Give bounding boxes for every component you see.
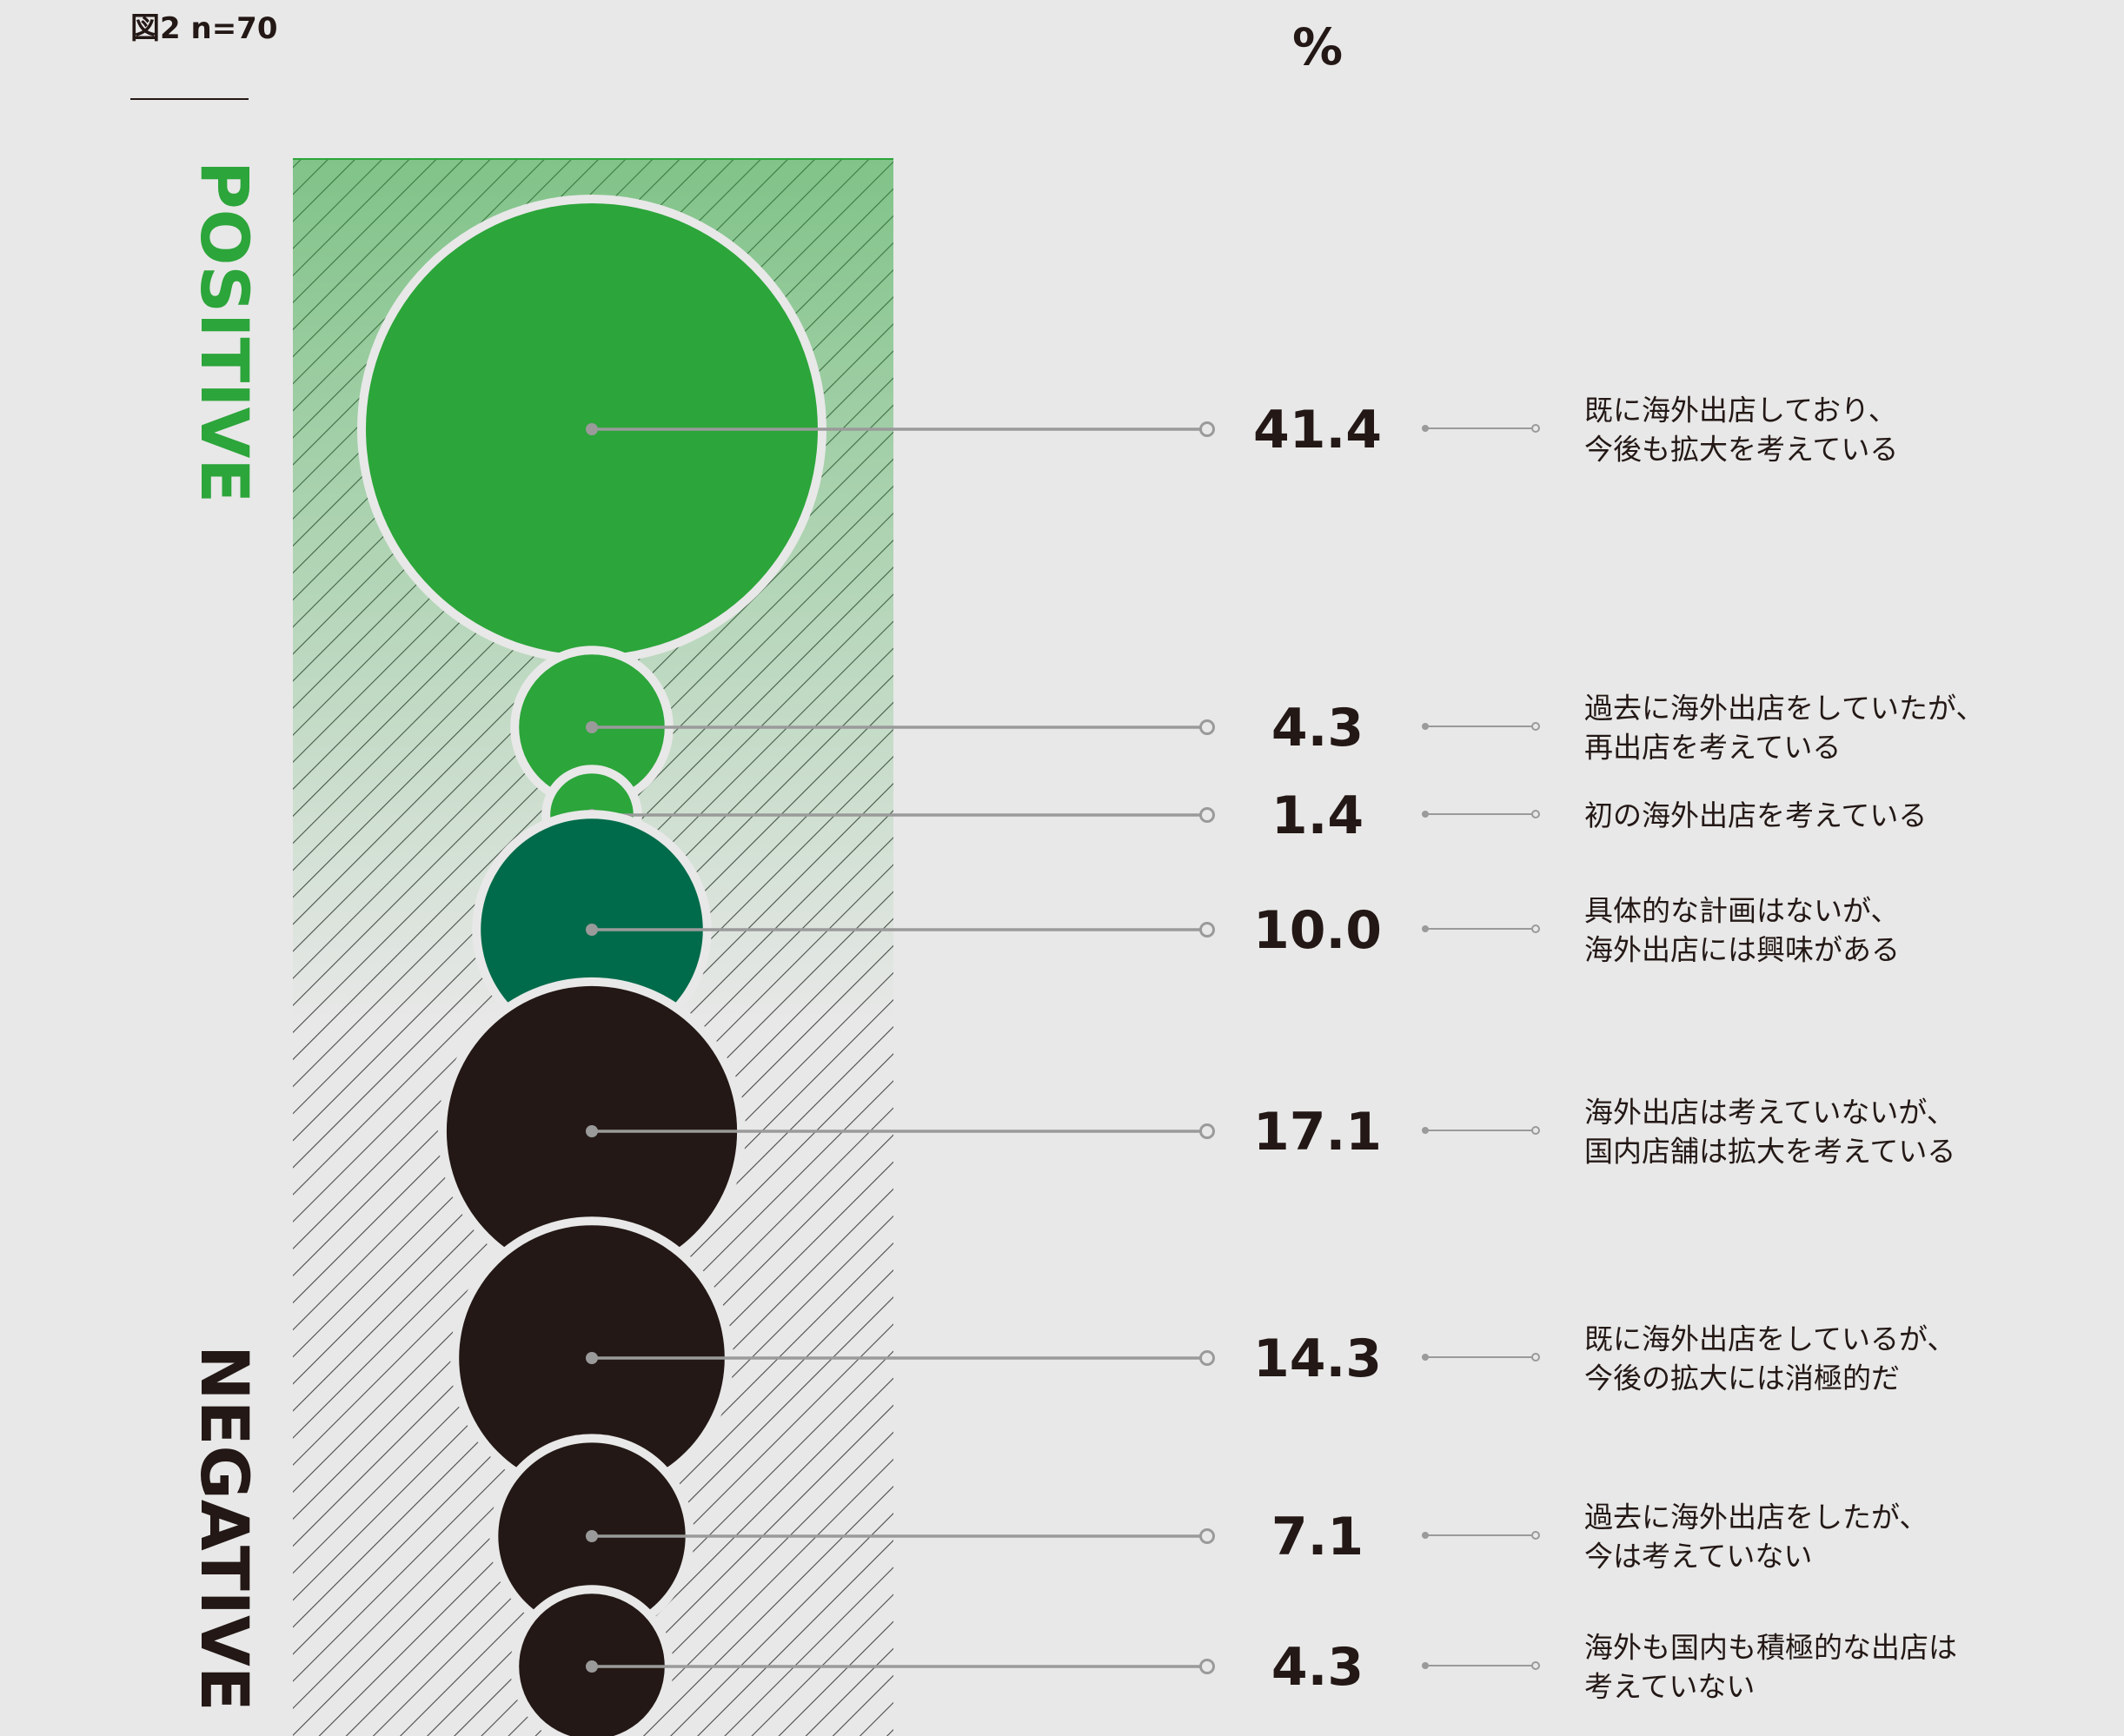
short-connector-ring (1531, 1126, 1540, 1135)
description-label: 既に海外出店しており、 (1584, 394, 1897, 427)
description-label: 具体的な計画はないが、 (1584, 894, 1899, 928)
value-label: 17.1 (1253, 1102, 1382, 1163)
description-label: 今後も拡大を考えている (1584, 433, 1898, 467)
connector-dot (586, 423, 598, 435)
description-label: 海外出店には興味がある (1584, 933, 1900, 967)
description-label: 今は考えていない (1584, 1540, 1812, 1574)
short-connector-ring (1531, 810, 1540, 818)
connector-dot (586, 1530, 598, 1542)
short-connector-ring (1531, 1661, 1540, 1670)
description-label: 国内店舗は拡大を考えている (1584, 1135, 1955, 1169)
chart-marks: 41.4 既に海外出店しており、今後も拡大を考えている 4.3 過去に海外出店をしてい… (357, 195, 1984, 1736)
value-label: 7.1 (1271, 1507, 1364, 1567)
description-label: 初の海外出店を考えている (1584, 798, 1927, 832)
description-label: 海外も国内も積極的な出店は (1584, 1631, 1957, 1665)
negative-group-label: NEGATIVE (186, 1345, 263, 1712)
connector-dot (586, 1125, 598, 1137)
connector-end-ring (1199, 807, 1215, 823)
connector-end-ring (1199, 922, 1215, 938)
description-label: 過去に海外出店をしていたが、 (1584, 692, 1984, 726)
connector-dot (586, 721, 598, 733)
short-connector-ring (1531, 924, 1540, 933)
connector-dot (586, 1660, 598, 1673)
short-connector-ring (1531, 1531, 1540, 1540)
unit-label: % (1292, 17, 1343, 76)
description-label: 再出店を考えている (1584, 731, 1841, 765)
short-connector-ring (1531, 722, 1540, 731)
description-label: 過去に海外出店をしたが、 (1584, 1501, 1928, 1534)
short-connector-ring (1531, 424, 1540, 433)
connector-dot (586, 924, 598, 936)
connector-end-ring (1199, 719, 1215, 735)
value-label: 1.4 (1271, 785, 1364, 846)
positive-group-label: POSITIVE (186, 161, 263, 503)
connector-end-ring (1199, 1528, 1215, 1544)
connector-end-ring (1199, 1350, 1215, 1366)
description-label: 海外出店は考えていないが、 (1584, 1096, 1955, 1130)
value-label: 4.3 (1271, 698, 1364, 759)
connector-end-ring (1199, 1659, 1215, 1674)
connector-dot (586, 1352, 598, 1364)
description-label: 既に海外出店をしているが、 (1584, 1322, 1955, 1356)
short-connector-ring (1531, 1353, 1540, 1362)
value-label: 10.0 (1253, 900, 1382, 961)
value-label: 4.3 (1271, 1637, 1364, 1698)
connector-end-ring (1199, 1123, 1215, 1139)
figure-label: 図2 n=70 (130, 11, 278, 46)
description-label: 考えていない (1584, 1670, 1755, 1704)
description-label: 今後の拡大には消極的だ (1584, 1362, 1900, 1395)
connector-end-ring (1199, 421, 1215, 437)
value-label: 14.3 (1253, 1329, 1382, 1389)
value-label: 41.4 (1253, 400, 1382, 461)
